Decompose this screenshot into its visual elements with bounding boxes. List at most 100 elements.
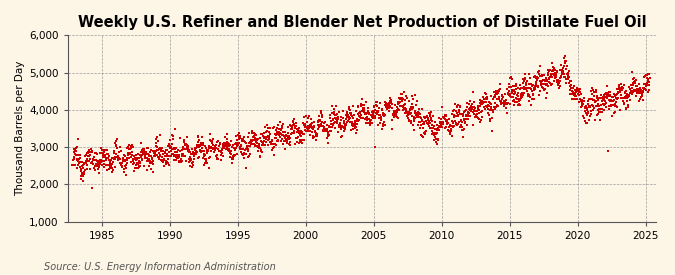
Point (82, 159, 93, 164)
Point (427, 132, 438, 137)
Point (613, 96, 624, 100)
Point (225, 138, 236, 143)
Point (622, 92, 632, 96)
Point (314, 118, 325, 123)
Point (419, 130, 430, 135)
Point (526, 89, 537, 94)
Point (227, 157, 238, 162)
Point (297, 141, 308, 145)
Point (120, 163, 131, 167)
Point (276, 126, 287, 130)
Point (134, 159, 145, 163)
Point (585, 114, 595, 118)
Point (78, 170, 89, 175)
Point (433, 138, 443, 142)
Point (342, 115, 352, 120)
Point (392, 105, 403, 109)
Point (256, 148, 267, 153)
Point (439, 117, 450, 121)
Point (545, 75, 556, 79)
Point (69, 155, 80, 159)
Point (200, 158, 211, 162)
Point (562, 71, 573, 75)
Point (238, 135, 249, 139)
Point (437, 115, 448, 119)
Point (514, 83, 525, 87)
Point (518, 93, 529, 97)
Point (146, 160, 157, 165)
Point (540, 87, 551, 92)
Point (157, 148, 168, 153)
Point (539, 88, 549, 92)
Point (141, 150, 152, 154)
Point (267, 137, 277, 142)
Point (196, 150, 207, 154)
Point (493, 104, 504, 108)
Point (517, 80, 528, 85)
Point (118, 156, 129, 161)
Point (97, 151, 108, 155)
Point (97, 159, 108, 163)
Point (591, 104, 601, 108)
Point (302, 129, 313, 133)
Point (72, 166, 82, 170)
Point (80, 160, 91, 164)
Point (475, 101, 485, 105)
Point (287, 131, 298, 135)
Point (74, 156, 84, 161)
Point (163, 161, 173, 165)
Point (403, 119, 414, 123)
Point (112, 146, 123, 150)
Point (508, 99, 519, 104)
Point (485, 102, 496, 106)
Point (470, 113, 481, 118)
Point (547, 75, 558, 79)
Point (280, 137, 291, 141)
Point (480, 97, 491, 101)
Point (431, 142, 442, 147)
Point (488, 97, 499, 101)
Point (450, 109, 461, 113)
Point (390, 111, 401, 116)
Point (520, 87, 531, 91)
Point (294, 131, 304, 135)
Point (395, 97, 406, 101)
Point (348, 104, 358, 109)
Point (558, 72, 568, 76)
Point (366, 117, 377, 122)
Point (424, 111, 435, 115)
Point (478, 97, 489, 101)
Point (457, 120, 468, 124)
Point (454, 120, 464, 125)
Point (630, 94, 641, 98)
Point (545, 75, 556, 79)
Point (268, 146, 279, 151)
Point (289, 116, 300, 121)
Point (422, 121, 433, 126)
Point (393, 107, 404, 111)
Point (604, 104, 615, 108)
Point (184, 160, 194, 164)
Point (560, 60, 570, 65)
Point (578, 99, 589, 103)
Point (474, 108, 485, 112)
Point (339, 126, 350, 131)
Point (537, 85, 547, 89)
Point (241, 141, 252, 145)
Point (566, 92, 576, 97)
Point (489, 101, 500, 105)
Point (324, 113, 335, 117)
Point (493, 90, 504, 95)
Point (440, 112, 451, 117)
Point (117, 159, 128, 163)
Point (574, 86, 585, 91)
Point (634, 82, 645, 86)
Point (132, 161, 142, 166)
Point (68, 162, 79, 167)
Point (194, 143, 205, 147)
Point (563, 73, 574, 78)
Point (130, 156, 140, 161)
Point (144, 159, 155, 163)
Point (310, 130, 321, 134)
Point (265, 126, 275, 130)
